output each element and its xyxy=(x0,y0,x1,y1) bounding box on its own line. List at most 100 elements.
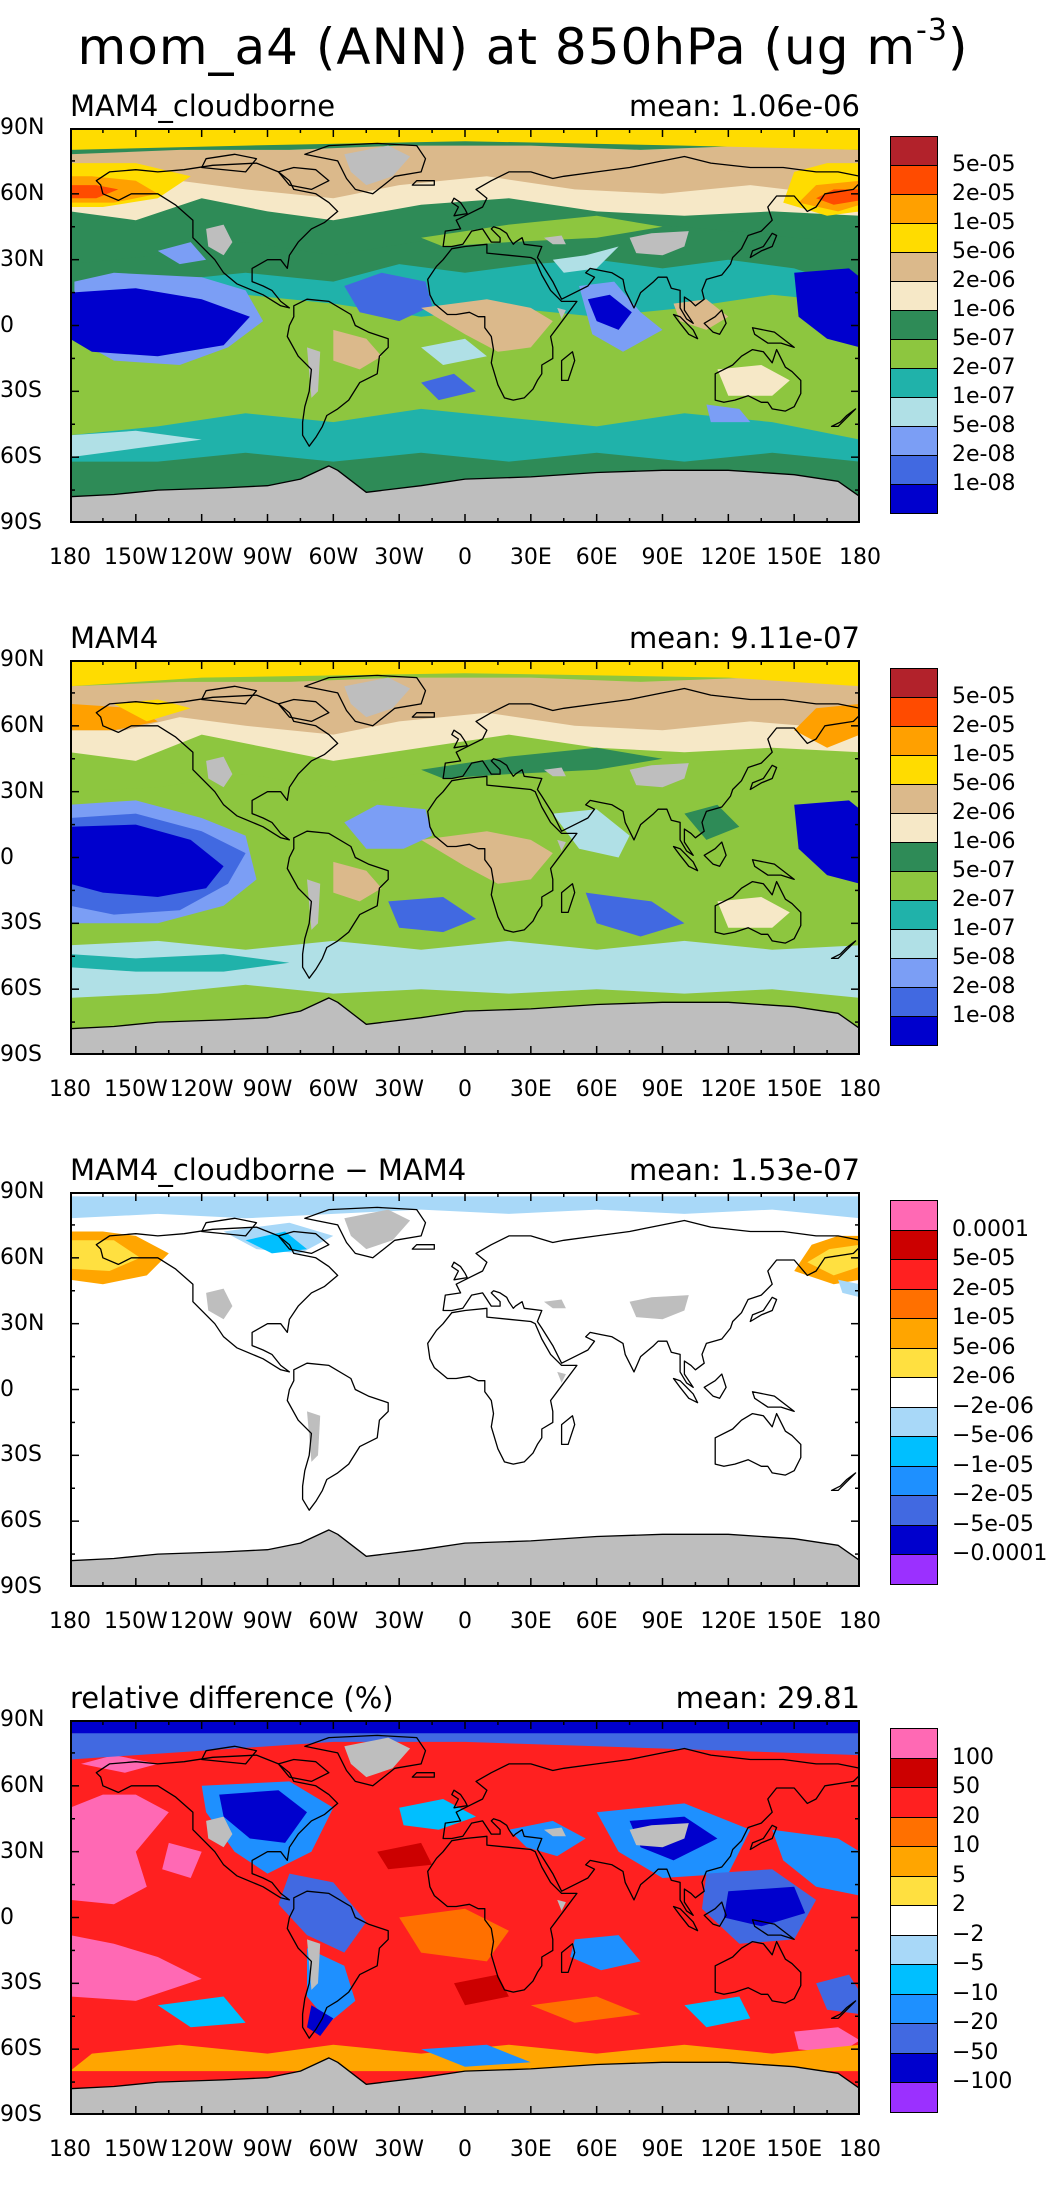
colorbar-swatch xyxy=(890,1728,938,1759)
coastline-baffin xyxy=(277,698,330,723)
colorbar-label: 2e-06 xyxy=(952,1364,1016,1389)
colorbar-label: −0.0001 xyxy=(952,1541,1046,1566)
colorbar: 5e-05 2e-05 1e-05 5e-06 2e-06 1e-06 5e-07 2e-07… xyxy=(890,668,1015,1046)
contour-region xyxy=(570,1935,641,1971)
coastline-sumatra xyxy=(672,313,699,340)
missing-data-region xyxy=(344,677,411,718)
lat-label: 60S xyxy=(0,976,42,1002)
lat-label: 30N xyxy=(0,246,45,272)
lat-label: 90S xyxy=(0,2102,42,2127)
contour-region xyxy=(717,897,790,928)
colorbar-label: 5e-07 xyxy=(952,326,1016,351)
colorbar-label: 20 xyxy=(952,1803,980,1829)
colorbar-swatch xyxy=(890,310,938,340)
contour-region xyxy=(70,677,860,735)
panel-mean: mean: 1.06e-06 xyxy=(628,89,860,123)
coastline-samerica xyxy=(286,1890,389,2039)
contour-region xyxy=(307,2005,334,2036)
coastline-nz xyxy=(830,1472,857,1492)
panel-cloudborne: MAM4_cloudborne mean: 1.06e-06 5e-05 2e-0… xyxy=(0,88,1046,608)
colorbar-label: −2e-05 xyxy=(952,1482,1034,1507)
missing-data-region xyxy=(557,839,566,851)
lon-label: 120E xyxy=(700,2137,757,2162)
lon-label: 30W xyxy=(374,1077,425,1102)
lat-label: 0 xyxy=(0,312,14,338)
coastline-japan xyxy=(749,1824,778,1851)
lon-label: 0 xyxy=(458,1077,472,1102)
contour-region xyxy=(794,268,860,348)
contour-region xyxy=(816,1974,860,2015)
title-exponent: -3 xyxy=(916,13,948,48)
colorbar-swatch xyxy=(890,2023,938,2054)
lat-label: 0 xyxy=(0,1904,14,1930)
coastline-nz xyxy=(830,408,857,428)
colorbar-label: 1e-06 xyxy=(952,829,1016,854)
missing-data-region xyxy=(557,1899,566,1911)
coastline-uk xyxy=(451,197,468,217)
colorbar-swatch xyxy=(890,339,938,369)
coastline-newguinea xyxy=(751,327,795,349)
colorbar-swatch xyxy=(890,900,938,930)
coastline-arcticisles xyxy=(201,153,258,173)
colorbar-label: 5e-08 xyxy=(952,945,1016,970)
colorbar-swatch xyxy=(890,194,938,224)
lat-label: 90S xyxy=(0,510,42,535)
contour-region xyxy=(587,294,632,330)
colorbar-swatch xyxy=(890,397,938,427)
colorbar-label: 2e-05 xyxy=(952,1275,1016,1301)
lon-label: 120E xyxy=(700,1077,757,1102)
coastline-japan xyxy=(749,764,778,791)
lon-label: 30W xyxy=(374,2137,425,2162)
lon-label: 90E xyxy=(641,1077,684,1102)
coastline-sumatra xyxy=(672,1905,699,1932)
colorbar-swatch xyxy=(890,426,938,456)
lon-label: 150W xyxy=(103,545,168,570)
lat-label: 60S xyxy=(0,2036,42,2062)
coastline-borneo xyxy=(703,309,727,335)
colorbar-swatch xyxy=(890,165,938,195)
lon-label: 0 xyxy=(458,2137,472,2162)
lon-label: 180 xyxy=(49,1609,91,1634)
lon-label: 90E xyxy=(641,2137,684,2162)
missing-data-region xyxy=(206,756,233,788)
coastline-greenland xyxy=(304,1206,427,1259)
colorbar-label: −5e-06 xyxy=(952,1423,1034,1448)
missing-data-region xyxy=(344,145,411,186)
coastline-madagascar xyxy=(560,1415,576,1446)
panel-title: MAM4 xyxy=(70,621,159,655)
contour-region xyxy=(70,185,119,199)
lon-label: 30E xyxy=(509,1077,552,1102)
lon-label: 90E xyxy=(641,545,684,570)
lat-label: 0 xyxy=(0,1376,14,1402)
colorbar-label: −5 xyxy=(952,1951,985,1976)
contour-region xyxy=(70,940,860,998)
panel-mean: mean: 1.53e-07 xyxy=(628,1153,860,1187)
colorbar-label: 2e-08 xyxy=(952,442,1016,467)
coastline-sumatra xyxy=(672,1377,699,1404)
contour-region xyxy=(421,831,553,884)
contour-region xyxy=(70,954,290,972)
map-svg xyxy=(70,128,860,523)
contour-region xyxy=(344,804,433,849)
contour-region xyxy=(717,365,790,396)
lon-label: 120E xyxy=(700,1609,757,1634)
map-plot xyxy=(70,660,860,1055)
colorbar-label: 1e-06 xyxy=(952,297,1016,322)
missing-data-region xyxy=(544,235,566,245)
colorbar-swatch xyxy=(890,1787,938,1818)
coastline-namerica xyxy=(95,1754,339,1901)
coastline-borneo xyxy=(703,841,727,867)
lon-label: 60E xyxy=(575,1609,618,1634)
contour-region xyxy=(723,1886,806,1927)
colorbar-label: 5e-06 xyxy=(952,771,1016,796)
lon-label: 30W xyxy=(374,545,425,570)
coastline-baffin xyxy=(277,1230,330,1255)
lat-label: 90N xyxy=(0,1179,45,1204)
lon-label: 150E xyxy=(766,2137,823,2162)
panel-difference: MAM4_cloudborne − MAM4 mean: 1.53e-07 0.… xyxy=(0,1152,1046,1672)
contour-region xyxy=(344,272,433,322)
coastline-baffin xyxy=(277,166,330,191)
coastline-japan xyxy=(749,1296,778,1323)
contour-region xyxy=(157,1996,246,2028)
lat-label: 60N xyxy=(0,712,45,738)
